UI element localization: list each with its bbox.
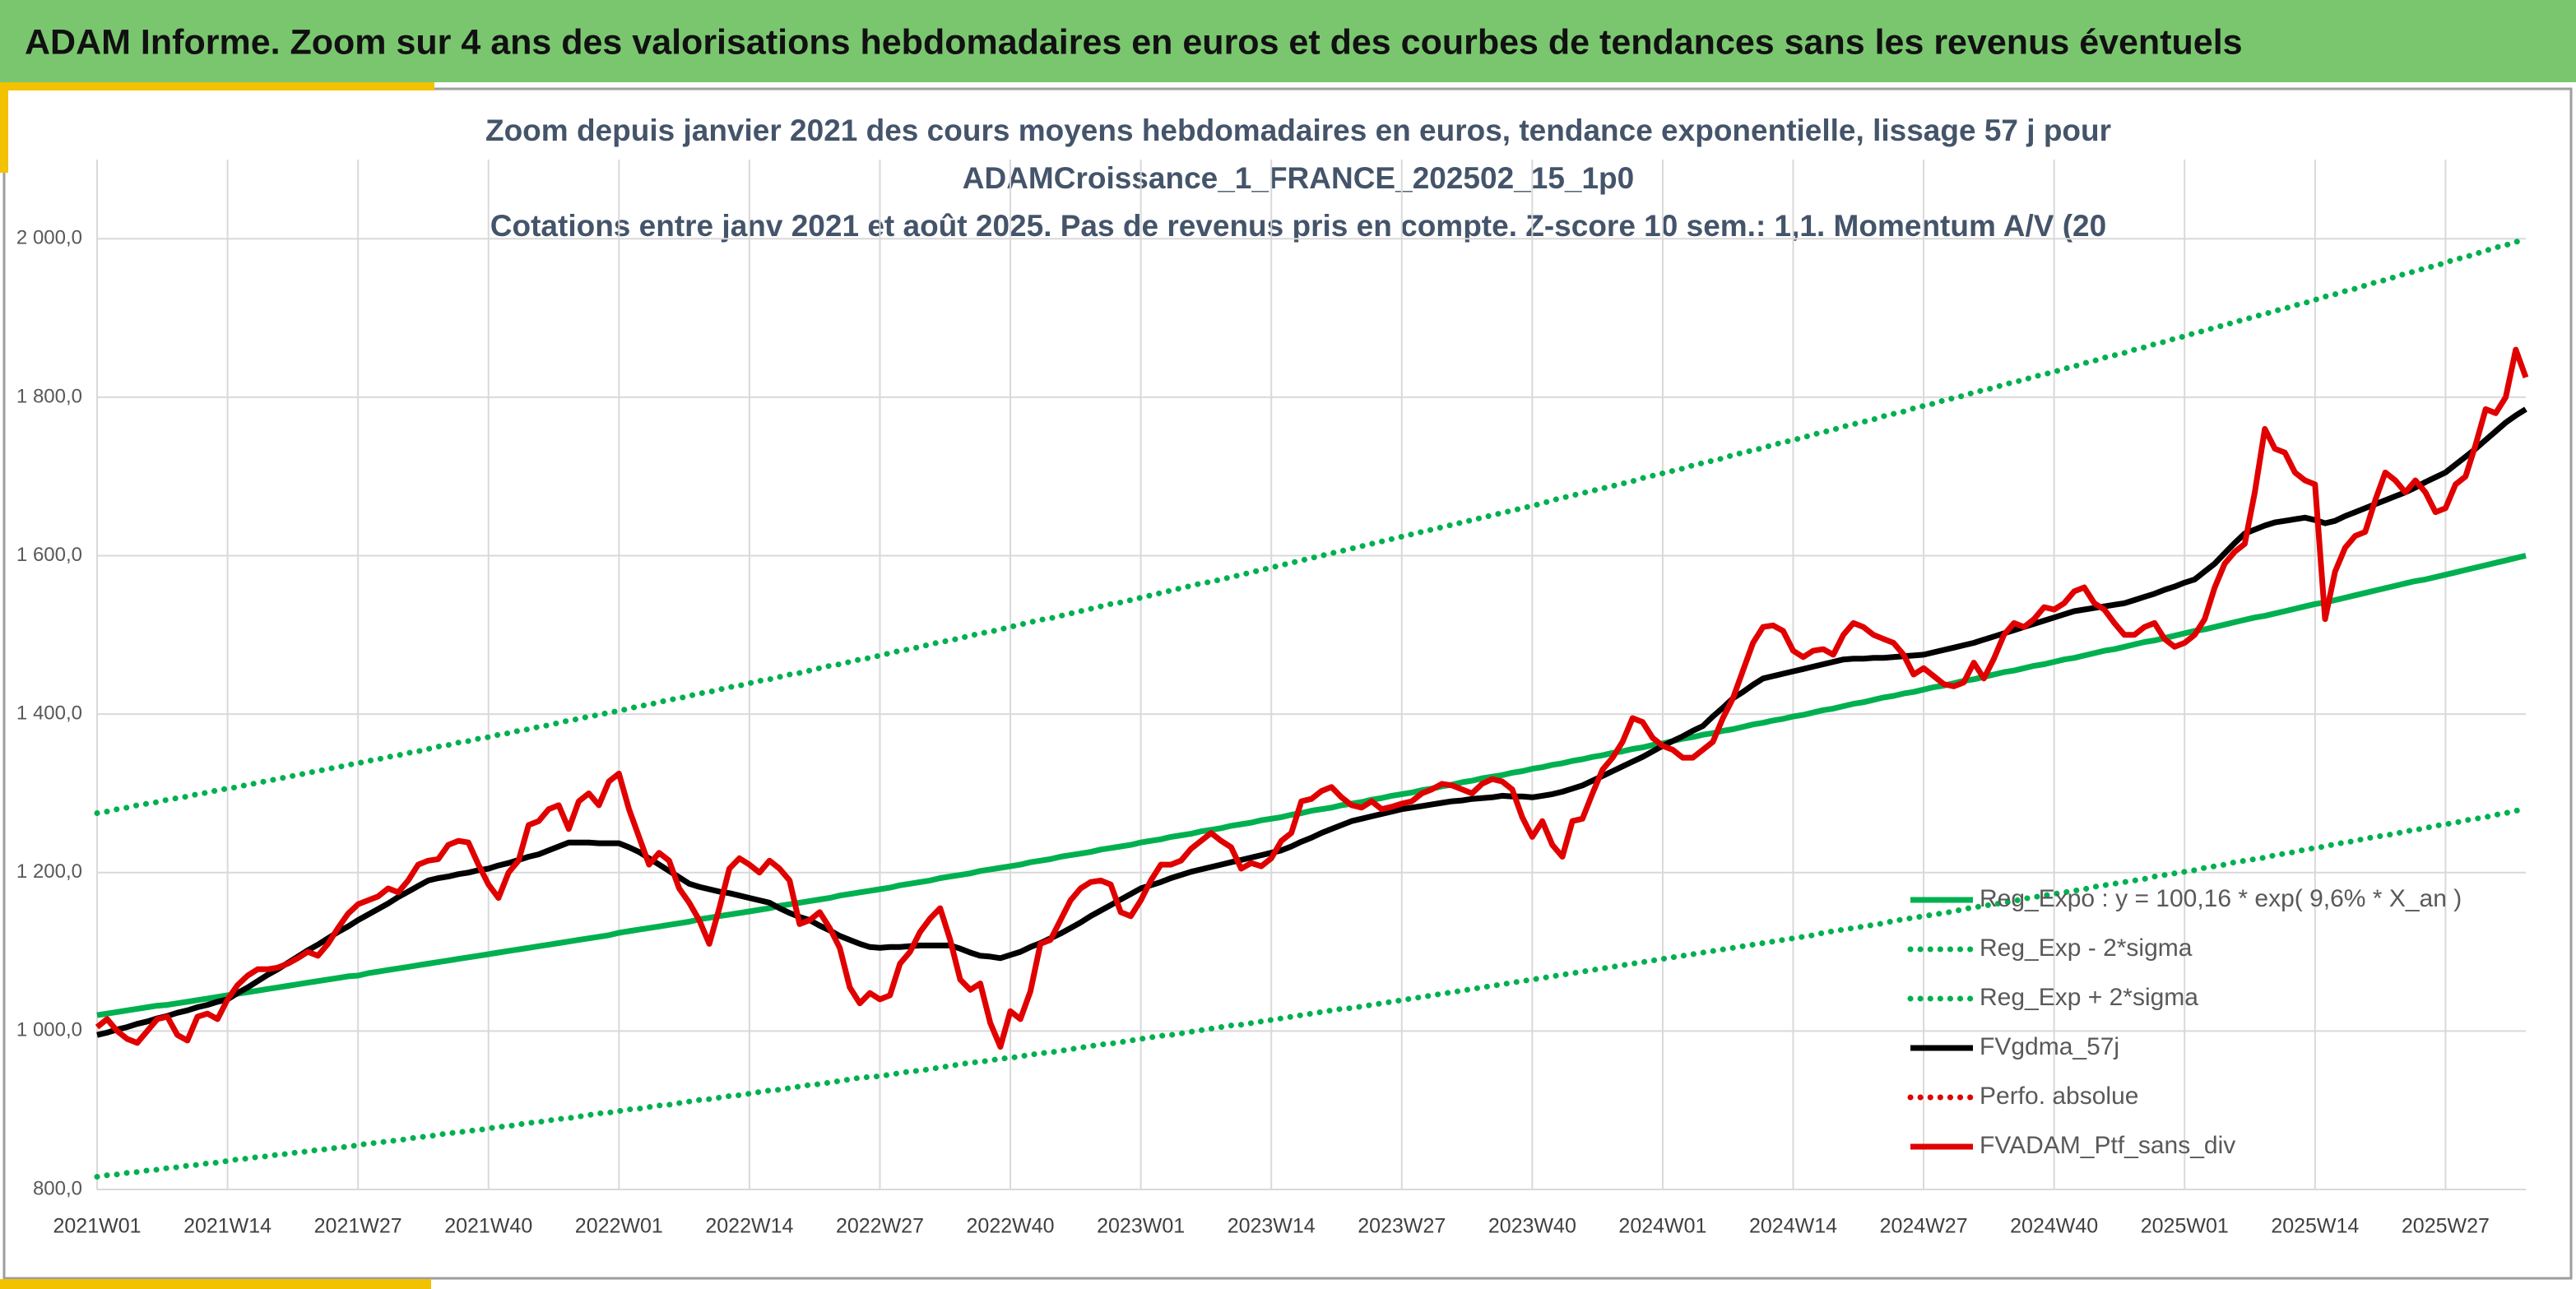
x-tick-label: 2021W27 [314,1215,402,1238]
y-tick-label: 800,0 [33,1177,82,1199]
y-tick-label: 1 000,0 [16,1019,82,1041]
accent-left [0,82,8,173]
x-tick-label: 2022W27 [836,1215,924,1238]
accent-top [0,82,434,90]
legend-label: FVADAM_Ptf_sans_div [1980,1132,2235,1159]
chart-title: Zoom depuis janvier 2021 des cours moyen… [485,114,2111,147]
x-tick-label: 2021W14 [183,1215,272,1238]
x-tick-label: 2022W40 [967,1215,1055,1238]
legend-label: Reg_Exp + 2*sigma [1980,984,2198,1011]
x-tick-label: 2023W01 [1097,1215,1185,1238]
series-line [96,406,2527,1038]
x-tick-label: 2024W01 [1618,1215,1706,1238]
x-tick-label: 2022W14 [705,1215,793,1238]
x-tick-label: 2021W01 [53,1215,141,1238]
y-tick-label: 2 000,0 [16,227,82,249]
series-line [95,346,2529,1050]
x-tick-label: 2022W01 [575,1215,663,1238]
x-tick-label: 2023W14 [1228,1215,1316,1238]
x-tick-label: 2024W27 [1880,1215,1968,1238]
legend-label: Perfo. absolue [1980,1083,2138,1110]
header-title: ADAM Informe. Zoom sur 4 ans des valoris… [25,22,2243,62]
chart-frame [2,87,2573,1280]
y-tick-label: 1 400,0 [16,702,82,724]
y-tick-label: 1 200,0 [16,860,82,883]
x-tick-label: 2025W14 [2271,1215,2359,1238]
chart-title: Cotations entre janv 2021 et août 2025. … [490,209,2106,243]
x-tick-label: 2021W40 [444,1215,532,1238]
legend-label: Reg_Expo : y = 100,16 * exp( 9,6% * X_an… [1980,885,2462,912]
y-tick-label: 1 800,0 [16,385,82,407]
x-tick-label: 2024W40 [2010,1215,2098,1238]
x-tick-label: 2023W27 [1358,1215,1446,1238]
y-tick-label: 1 600,0 [16,544,82,566]
x-tick-label: 2025W27 [2402,1215,2490,1238]
x-tick-label: 2024W14 [1749,1215,1837,1238]
x-tick-label: 2025W01 [2141,1215,2229,1238]
series-line [94,235,2529,816]
legend-label: Reg_Exp - 2*sigma [1980,934,2193,962]
accent-bottom [0,1279,431,1289]
legend-label: FVgdma_57j [1980,1033,2119,1060]
header-bar [0,0,2576,82]
chart-title: ADAMCroissance_1_FRANCE_202502_15_1p0 [963,161,1634,195]
series-line [94,806,2529,1180]
series-line [96,553,2527,1018]
x-tick-label: 2023W40 [1488,1215,1576,1238]
